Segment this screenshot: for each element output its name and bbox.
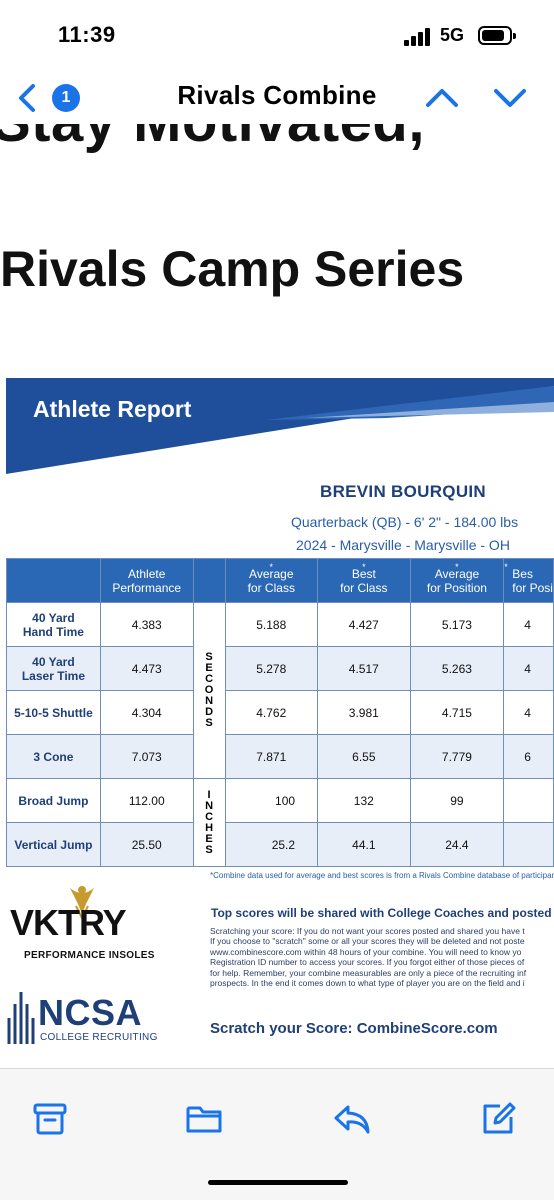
table-row: 5-10-5 Shuttle 4.304 4.762 3.981 4.715 4 [6, 690, 554, 735]
scratch-score-cta: Scratch your Score: CombineScore.com [210, 1020, 498, 1037]
network-type: 5G [440, 25, 465, 45]
avg-class-value: 4.762 [224, 690, 319, 735]
header-athlete-performance: Athlete Performance [99, 558, 194, 603]
best-class-value: 44.1 [317, 822, 411, 867]
best-position-value: 6 [503, 734, 554, 779]
player-name: BREVIN BOURQUIN [320, 482, 487, 501]
status-time: 11:39 [58, 22, 116, 47]
header-average-class: * Average for Class [224, 558, 319, 603]
battery-icon [478, 26, 516, 45]
avg-position-value: 5.263 [409, 646, 505, 691]
best-class-value: 4.517 [317, 646, 411, 691]
athlete-value: 112.00 [99, 778, 194, 823]
page-title: Rivals Combine [177, 80, 377, 110]
cellular-signal-icon [404, 28, 432, 46]
report-title: Athlete Report [33, 396, 192, 422]
ncsa-logo: NCSA [38, 992, 143, 1033]
player-school-line: 2024 - Marysville - Marysville - OH [296, 537, 510, 553]
header-average-position: * Average for Position [409, 558, 505, 603]
athlete-value: 7.073 [99, 734, 194, 779]
row-label: 3 Cone [6, 734, 101, 779]
message-body[interactable]: Stay Motivated, Rivals Camp Series Athle… [0, 124, 554, 1068]
table-row: 3 Cone 7.073 7.871 6.55 7.779 6 [6, 734, 554, 779]
header-unit [192, 558, 226, 603]
headline: Rivals Camp Series [0, 241, 465, 297]
scratch-instructions: Scratching your score: If you do not wan… [210, 926, 527, 989]
avg-position-value: 5.173 [409, 602, 505, 647]
athlete-value: 4.304 [99, 690, 194, 735]
table-row: 40 Yard Laser Time 4.473 5.278 4.517 5.26… [6, 646, 554, 691]
row-label: 40 Yard Laser Time [6, 646, 101, 691]
top-scores-notice: Top scores will be shared with College C… [211, 906, 554, 920]
best-position-value: 4 [503, 646, 554, 691]
avg-class-value: 5.188 [224, 602, 319, 647]
best-position-value: 4 [503, 690, 554, 735]
folder-icon[interactable] [184, 1099, 224, 1139]
best-class-value: 3.981 [317, 690, 411, 735]
athlete-value: 4.473 [99, 646, 194, 691]
mail-toolbar [0, 1068, 554, 1200]
header-best-class: * Best for Class [317, 558, 411, 603]
home-indicator [208, 1180, 348, 1185]
best-class-value: 132 [317, 778, 411, 823]
ncsa-tagline: COLLEGE RECRUITING [40, 1032, 158, 1043]
avg-position-value: 7.779 [409, 734, 505, 779]
athlete-value: 25.50 [99, 822, 194, 867]
avg-class-value: 25.2 [224, 822, 319, 867]
avg-position-value: 24.4 [409, 822, 505, 867]
athlete-report-table: Athlete Performance * Average for Class * Be… [6, 558, 554, 867]
avg-class-value: 100 [224, 778, 319, 823]
best-position-value: 4 [503, 602, 554, 647]
vktry-logo-mark [70, 886, 94, 921]
headline-partial: Stay Motivated, [0, 124, 425, 155]
back-chevron-icon[interactable] [10, 80, 46, 116]
best-position-value [503, 822, 554, 867]
chevron-down-icon[interactable] [490, 78, 530, 118]
battery-level [482, 30, 504, 41]
best-class-value: 4.427 [317, 602, 411, 647]
vktry-tagline: PERFORMANCE INSOLES [24, 950, 155, 961]
vktry-logo: VKTRY [10, 902, 127, 943]
unread-count-badge[interactable]: 1 [52, 84, 80, 112]
row-label: 5-10-5 Shuttle [6, 690, 101, 735]
avg-position-value: 4.715 [409, 690, 505, 735]
header-best-position: * Bes for Posi [503, 558, 554, 603]
best-position-value [503, 778, 554, 823]
ncsa-logo-mark [7, 992, 35, 1044]
header-blank [6, 558, 101, 603]
chevron-up-icon[interactable] [422, 78, 462, 118]
row-label: Broad Jump [6, 778, 101, 823]
player-position-line: Quarterback (QB) - 6' 2" - 184.00 lbs [291, 514, 519, 530]
avg-class-value: 7.871 [224, 734, 319, 779]
compose-icon[interactable] [478, 1099, 518, 1139]
table-row: Vertical Jump 25.50 25.2 44.1 24.4 [6, 822, 554, 867]
row-label: Vertical Jump [6, 822, 101, 867]
navigation-bar: 1 Rivals Combine [0, 72, 554, 124]
row-label: 40 Yard Hand Time [6, 602, 101, 647]
athlete-report-banner [6, 378, 554, 474]
avg-class-value: 5.278 [224, 646, 319, 691]
athlete-value: 4.383 [99, 602, 194, 647]
best-class-value: 6.55 [317, 734, 411, 779]
archive-icon[interactable] [30, 1099, 70, 1139]
status-bar: 11:39 5G [0, 0, 554, 72]
table-footnote: *Combine data used for average and best … [210, 871, 554, 880]
avg-position-value: 99 [409, 778, 505, 823]
reply-icon[interactable] [332, 1099, 372, 1139]
